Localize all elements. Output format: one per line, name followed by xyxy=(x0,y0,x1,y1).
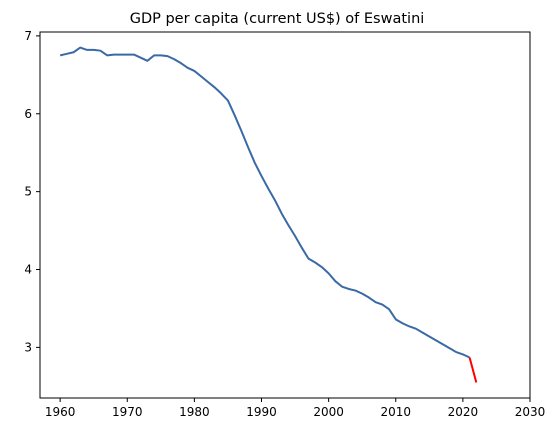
y-tick-label: 5 xyxy=(24,185,32,199)
chart-title: GDP per capita (current US$) of Eswatini xyxy=(130,11,425,27)
x-tick-label: 1980 xyxy=(179,405,210,419)
x-tick-label: 1970 xyxy=(112,405,143,419)
x-tick-label: 2020 xyxy=(448,405,479,419)
x-tick-label: 2000 xyxy=(313,405,344,419)
x-tick-label: 2030 xyxy=(515,405,546,419)
x-tick-label: 1990 xyxy=(246,405,277,419)
x-tick-label: 2010 xyxy=(380,405,411,419)
x-tick-label: 1960 xyxy=(45,405,76,419)
y-tick-label: 7 xyxy=(24,29,32,43)
y-tick-label: 4 xyxy=(24,263,32,277)
y-tick-label: 3 xyxy=(24,340,32,354)
y-tick-label: 6 xyxy=(24,107,32,121)
